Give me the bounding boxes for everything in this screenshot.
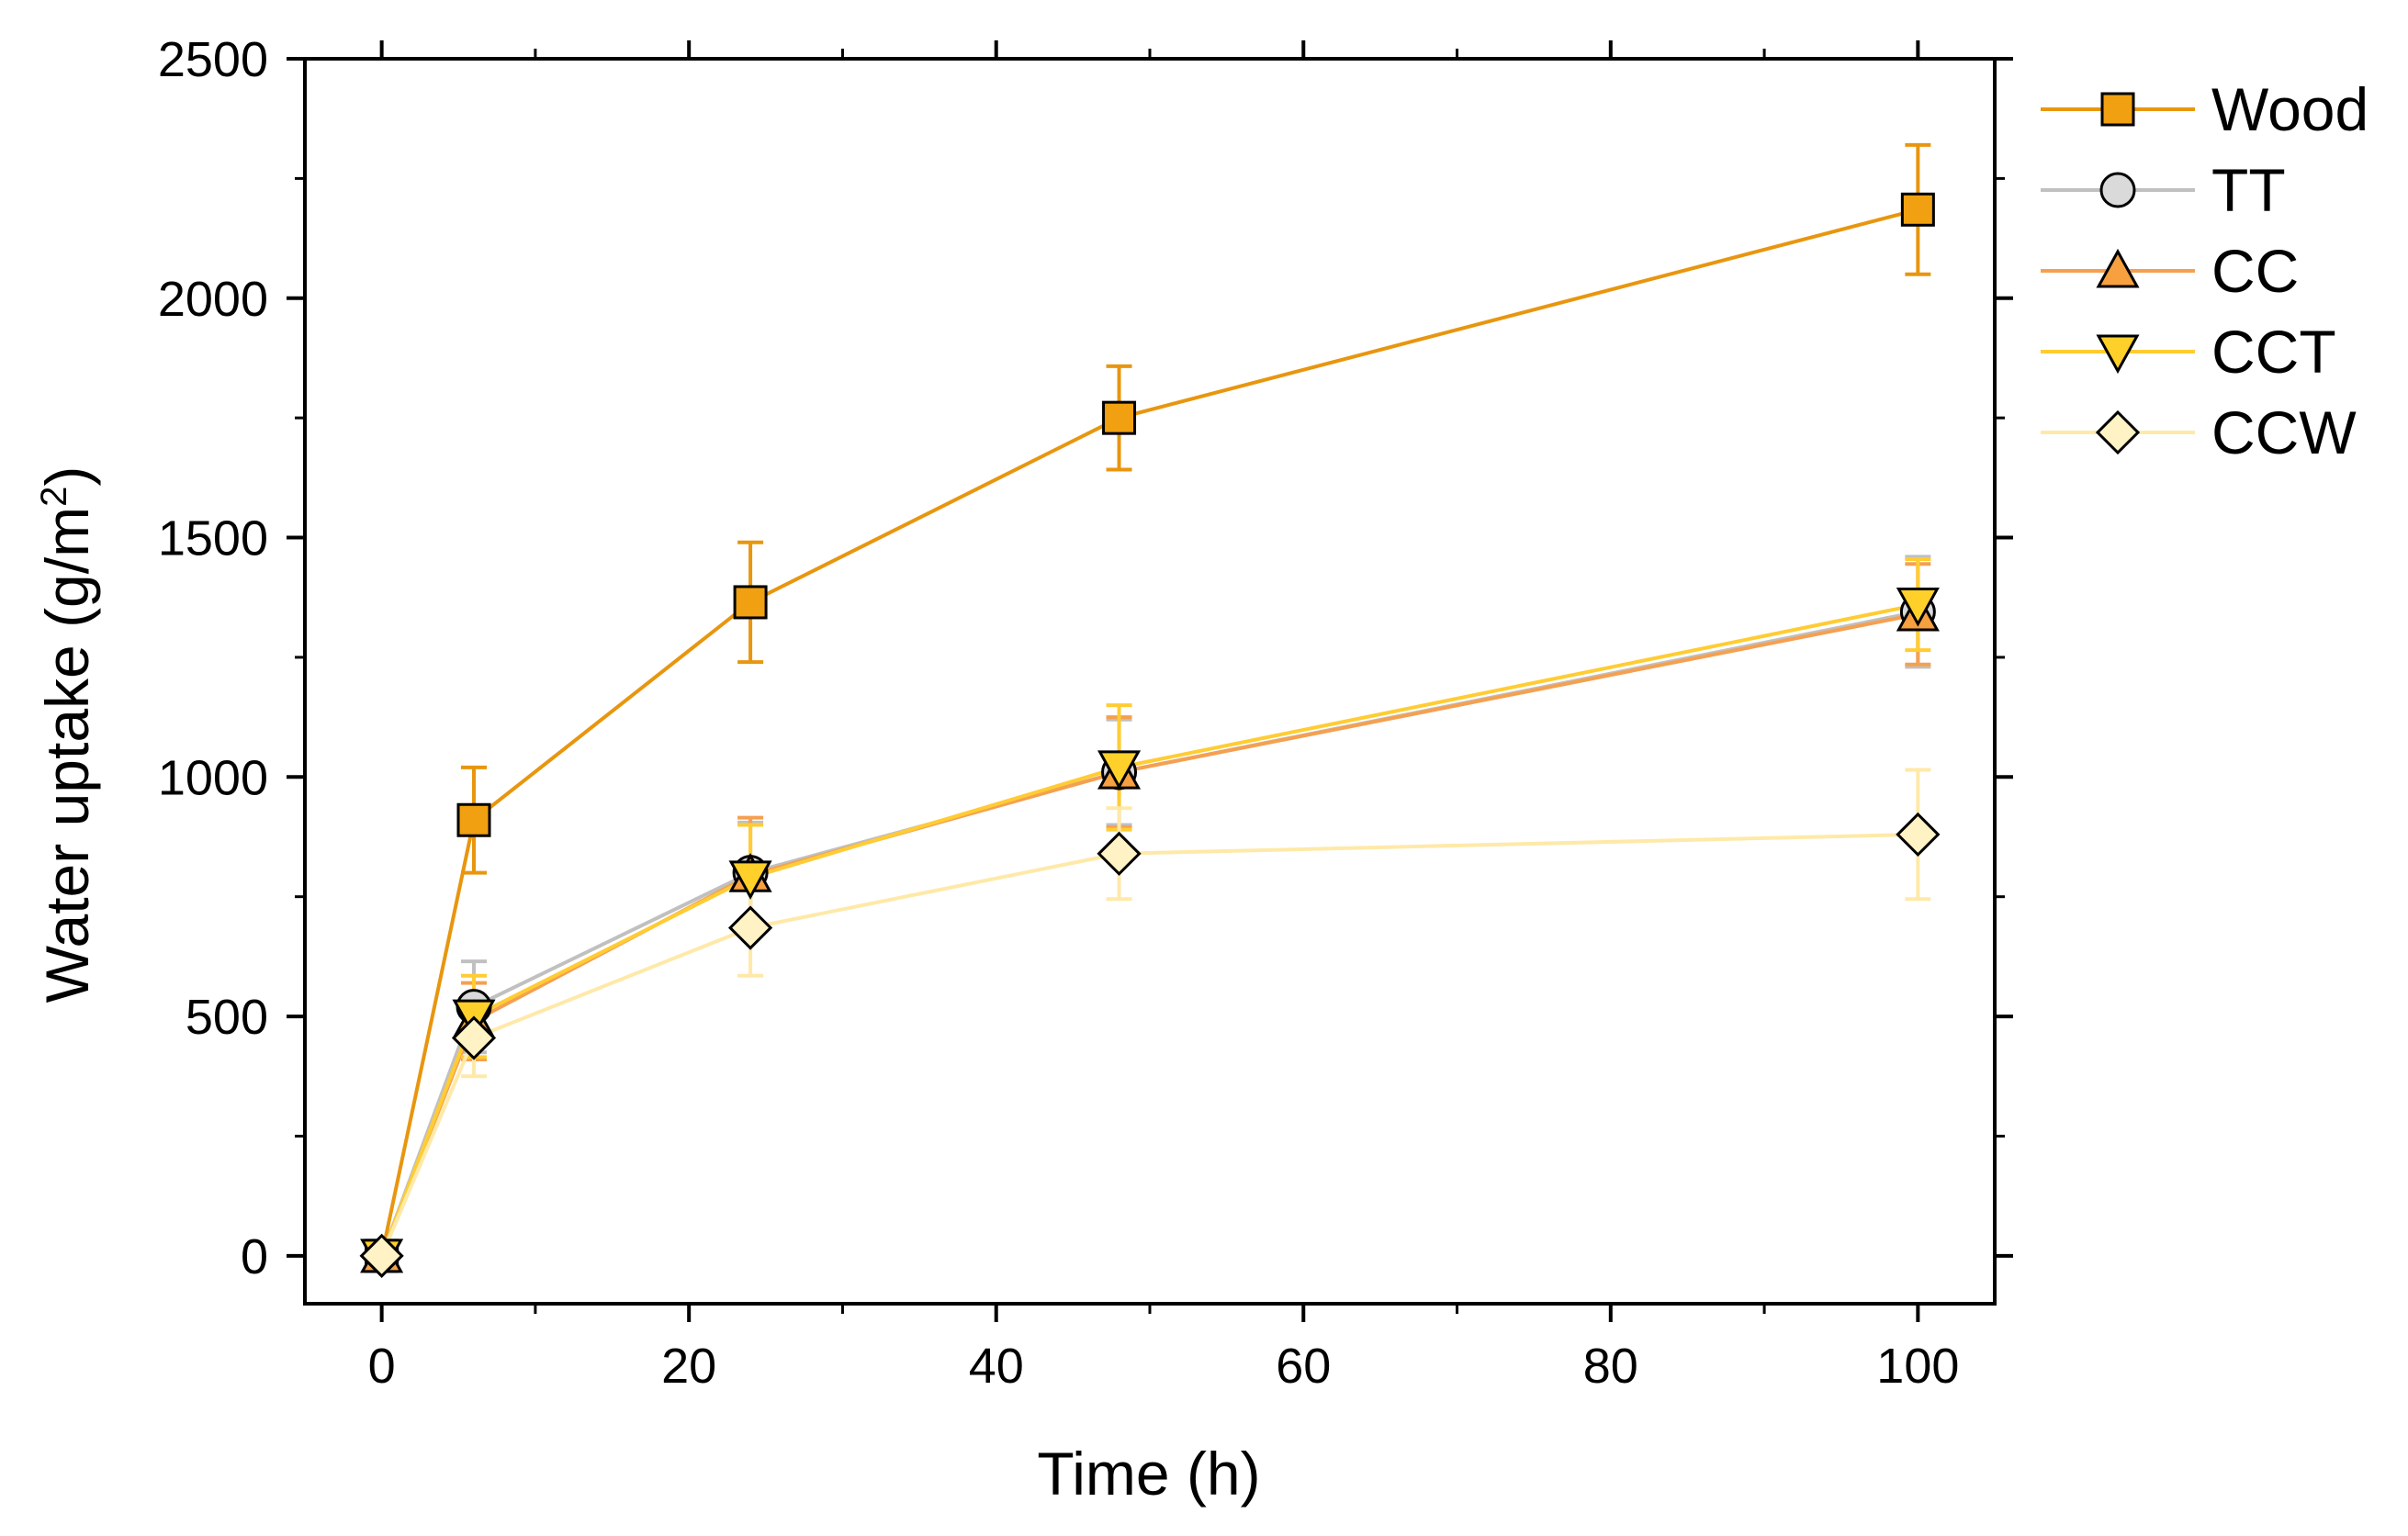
y-tick-label: 2500: [158, 32, 268, 87]
legend-marker: [2096, 248, 2140, 288]
markers-cc: [360, 591, 1940, 1273]
series-ccw: [379, 768, 1931, 1257]
legend-item-wood: Wood: [2041, 75, 2369, 143]
series-cc: [379, 562, 1931, 1257]
legend-marker: [2096, 334, 2140, 375]
data-point: [1896, 588, 1940, 627]
y-axis-label-main: Water uptake (g/m: [33, 507, 101, 1003]
y-axis-label: Water uptake (g/m2): [33, 466, 101, 1003]
markers-tt: [364, 593, 1936, 1274]
data-point: [1900, 192, 1935, 227]
plot-border: [303, 57, 1997, 1306]
legend-item-tt: TT: [2041, 156, 2286, 224]
markers-ccw: [359, 812, 1941, 1278]
legend-marker: [2095, 409, 2141, 455]
series-line: [379, 207, 1919, 1257]
markers-wood: [365, 192, 1935, 1273]
series-line: [379, 832, 1919, 1257]
y-tick-label: 2000: [158, 272, 268, 327]
series-line: [379, 602, 1919, 1257]
legend-marker: [2100, 92, 2135, 127]
markers-cct: [360, 588, 1940, 1278]
x-tick-label: 60: [1276, 1339, 1331, 1394]
x-tick-label: 100: [1876, 1339, 1959, 1394]
data-point: [1896, 812, 1941, 858]
y-tick-label: 1500: [158, 511, 268, 566]
legend-item-cc: CC: [2041, 237, 2299, 305]
legend-item-ccw: CCW: [2041, 398, 2357, 466]
data-series: [359, 142, 1941, 1278]
data-point: [728, 860, 772, 900]
legend-label: CC: [2211, 237, 2299, 305]
series-line: [379, 610, 1919, 1257]
legend-label: CCW: [2211, 398, 2357, 466]
legend-marker: [2099, 172, 2136, 208]
legend-label: TT: [2211, 156, 2286, 224]
data-point: [1097, 831, 1142, 876]
data-point: [456, 802, 491, 837]
y-axis-label-close: ): [33, 466, 101, 487]
x-tick-label: 80: [1583, 1339, 1638, 1394]
legend-label: Wood: [2211, 75, 2369, 143]
x-tick-label: 40: [969, 1339, 1024, 1394]
legend: Wood TT CC CCT CCW: [2041, 75, 2369, 466]
data-point: [727, 905, 773, 950]
data-point: [1097, 750, 1142, 790]
data-point: [359, 1233, 404, 1278]
x-tick-label: 20: [661, 1339, 716, 1394]
legend-label: CCT: [2211, 318, 2336, 386]
x-axis-label: Time (h): [1037, 1440, 1260, 1508]
y-tick-label: 0: [241, 1229, 268, 1284]
data-point: [1102, 400, 1137, 435]
data-point: [451, 1015, 497, 1060]
legend-item-cct: CCT: [2041, 318, 2336, 386]
series-tt: [379, 555, 1931, 1257]
y-tick-label: 500: [186, 990, 268, 1045]
x-tick-label: 0: [368, 1339, 396, 1394]
y-axis-label-superscript: 2: [34, 487, 74, 507]
series-wood: [379, 142, 1931, 1257]
y-tick-label: 1000: [158, 750, 268, 805]
data-point: [733, 585, 768, 620]
plot-frame: [303, 57, 1997, 1306]
series-cct: [379, 557, 1931, 1257]
